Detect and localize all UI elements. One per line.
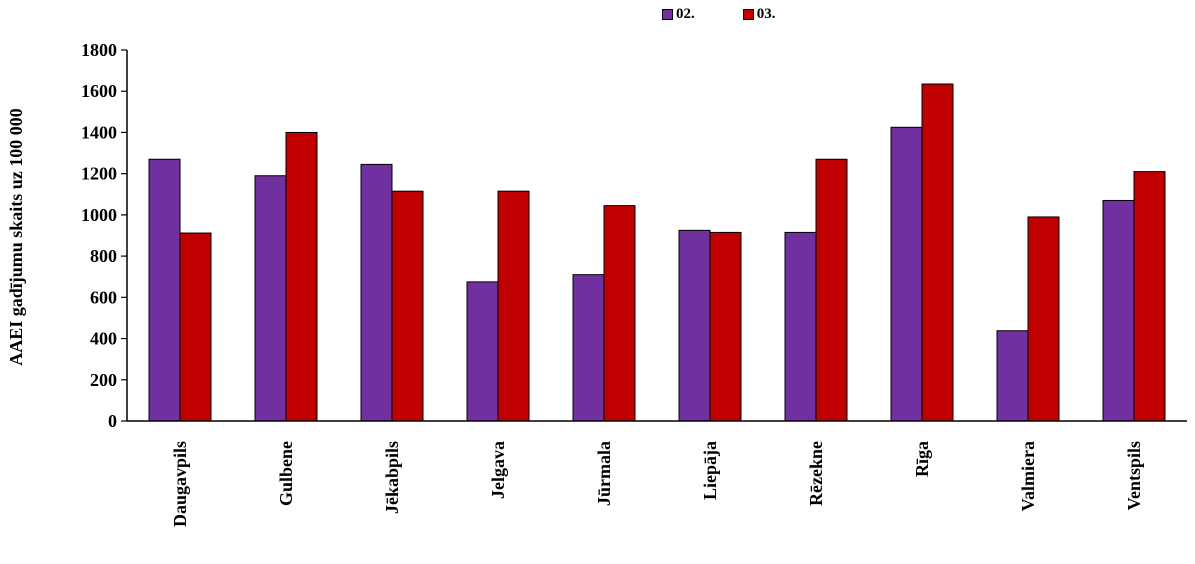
y-tick-label: 800 <box>90 246 117 266</box>
bar-1-jēkabpils <box>360 163 393 422</box>
x-tick-label: Ventspils <box>1124 441 1144 510</box>
x-tick-label: Gulbene <box>276 441 296 506</box>
y-tick-label: 200 <box>90 370 117 390</box>
bar-2-rīga <box>921 83 954 422</box>
x-tick-label: Valmiera <box>1018 441 1038 511</box>
bar-2-rēzekne <box>815 158 848 422</box>
y-axis-label: AAEI gadījumu skaits uz 100 000 <box>6 108 26 366</box>
y-tick-label: 1800 <box>81 40 117 60</box>
y-tick-label: 600 <box>90 287 117 307</box>
x-tick-label: Daugavpils <box>170 441 190 527</box>
y-tick-label: 1600 <box>81 81 117 101</box>
y-tick-label: 1200 <box>81 164 117 184</box>
bar-2-daugavpils <box>179 232 212 422</box>
legend-item-series-1: 02. <box>662 6 695 23</box>
bar-1-daugavpils <box>148 158 181 422</box>
bar-1-liepāja <box>678 229 711 422</box>
bar-2-gulbene <box>285 131 318 422</box>
x-tick-label: Rīga <box>912 441 932 477</box>
x-tick-label: Rēzekne <box>806 441 826 506</box>
bar-1-ventspils <box>1102 199 1135 422</box>
bars-group <box>148 83 1166 422</box>
legend-swatch-series-1 <box>662 9 673 20</box>
y-tick-label: 0 <box>108 411 117 431</box>
bar-1-rīga <box>890 126 923 422</box>
x-tick-label: Jelgava <box>488 441 508 499</box>
y-tick-label: 1000 <box>81 205 117 225</box>
x-tick-label: Liepāja <box>700 441 720 500</box>
y-ticks-group: 0 200 400 600 800 1000 1200 1400 1600 1800 <box>81 40 127 431</box>
chart-legend: 02. 03. <box>662 6 776 23</box>
bar-1-gulbene <box>254 175 287 422</box>
y-tick-label: 1400 <box>81 122 117 142</box>
bar-1-jūrmala <box>572 274 605 422</box>
bar-2-jēkabpils <box>391 190 424 422</box>
bar-2-valmiera <box>1027 216 1060 422</box>
legend-swatch-series-2 <box>742 9 754 20</box>
legend-item-series-2: 03. <box>742 6 776 23</box>
bar-1-valmiera <box>996 330 1029 422</box>
bar-2-jelgava <box>497 190 530 422</box>
legend-label-series-1: 02. <box>676 6 695 22</box>
bar-2-jūrmala <box>603 205 636 422</box>
bar-2-ventspils <box>1133 171 1166 422</box>
x-tick-label: Jēkabpils <box>382 441 402 514</box>
y-tick-label: 400 <box>90 329 117 349</box>
x-ticks-group: Daugavpils Gulbene Jēkabpils Jelgava Jūrmala… <box>170 441 1144 527</box>
x-tick-label: Jūrmala <box>594 441 614 506</box>
bar-2-liepāja <box>709 231 742 422</box>
bar-1-jelgava <box>466 281 499 422</box>
bar-1-rēzekne <box>784 231 817 422</box>
legend-label-series-2: 03. <box>756 6 776 22</box>
